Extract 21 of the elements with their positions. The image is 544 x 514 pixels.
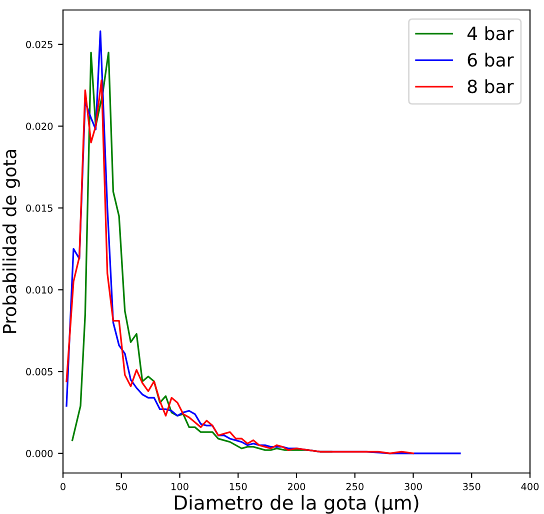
x-tick-label: 50 <box>116 482 127 490</box>
x-tick-label: 100 <box>172 482 188 490</box>
y-tick-label: 0.000 <box>26 450 53 458</box>
y-axis-title: Probabilidad de gota <box>2 150 20 333</box>
y-tick-label: 0.010 <box>26 286 53 294</box>
y-tick-label: 0.020 <box>26 122 53 130</box>
x-tick-label: 400 <box>521 482 539 490</box>
x-tick-label: 200 <box>288 482 306 490</box>
x-tick-label: 350 <box>463 482 480 490</box>
y-tick-label: 0.015 <box>26 204 52 212</box>
legend-label: 4 bar <box>467 26 514 40</box>
x-tick-label: 250 <box>346 482 364 490</box>
y-tick-label: 0.025 <box>26 40 52 48</box>
y-tick-label: 0.005 <box>26 368 52 376</box>
line-series <box>66 80 414 454</box>
legend-label: 6 bar <box>468 52 514 67</box>
x-tick-label: 300 <box>404 482 422 490</box>
x-axis-title: Diametro de la gota (µm) <box>174 494 418 514</box>
x-tick-label: 0 <box>60 482 66 490</box>
legend-label: 8 bar <box>468 79 514 94</box>
x-tick-label: 150 <box>230 482 247 490</box>
